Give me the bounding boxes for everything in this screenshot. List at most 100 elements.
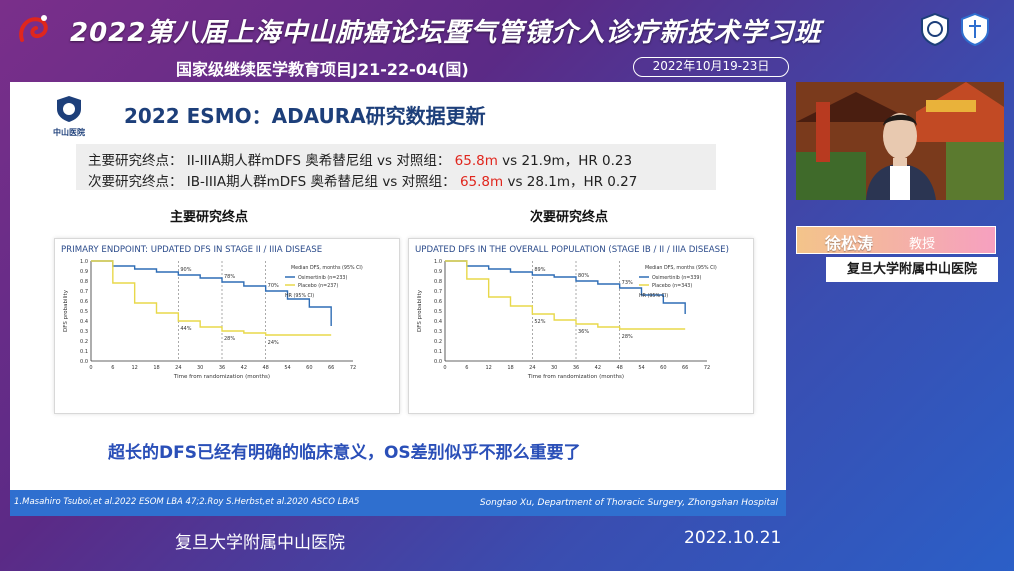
dfs-chart-secondary: UPDATED DFS IN THE OVERALL POPULATION (S…: [415, 245, 729, 380]
hr-label: HR (95% CI): [639, 293, 668, 299]
x-tick-label: 60: [306, 365, 312, 371]
landmark-label: 28%: [224, 336, 235, 342]
landmark-label: 24%: [268, 340, 279, 346]
x-axis-label: Time from randomization (months): [173, 374, 270, 380]
landmark-label: 89%: [534, 267, 545, 273]
y-tick-label: 1.0: [434, 259, 442, 265]
x-tick-label: 12: [485, 365, 491, 371]
series-line: [91, 260, 332, 336]
presentation-slide: 中山医院 2022 ESMO：ADAURA研究数据更新 主要研究终点： II-I…: [10, 82, 786, 490]
chart-panel-secondary: UPDATED DFS IN THE OVERALL POPULATION (S…: [408, 238, 754, 414]
y-tick-label: 0.3: [434, 329, 442, 335]
y-axis-label: DFS probability: [417, 289, 423, 332]
conference-title: 2022第八届上海中山肺癌论坛暨气管镜介入诊疗新技术学习班: [70, 18, 822, 48]
legend-title: Median DFS, months (95% CI): [645, 265, 717, 271]
slide-footer-bar: 1.Masahiro Tsuboi,et al.2022 ESOM LBA 47…: [10, 490, 786, 516]
landmark-label: 52%: [534, 319, 545, 325]
y-tick-label: 0.1: [434, 349, 442, 355]
x-tick-label: 18: [507, 365, 513, 371]
program-code: 国家级继续医学教育项目J21-22-04(国): [176, 60, 469, 79]
landmark-label: 78%: [224, 274, 235, 280]
x-tick-label: 6: [465, 365, 468, 371]
landmark-label: 73%: [622, 280, 633, 286]
chart-title: UPDATED DFS IN THE OVERALL POPULATION (S…: [415, 245, 729, 255]
x-tick-label: 54: [284, 365, 290, 371]
x-tick-label: 18: [153, 365, 159, 371]
bottom-hospital-name: 复旦大学附属中山医院: [175, 533, 345, 553]
x-tick-label: 72: [704, 365, 710, 371]
legend-entry: Placebo (n=343): [652, 283, 692, 289]
landmark-label: 70%: [268, 283, 279, 289]
secondary-endpoint-line: 次要研究终点： IB-IIIA期人群mDFS 奥希替尼组 vs 对照组： 65.…: [88, 170, 637, 190]
x-tick-label: 0: [443, 365, 446, 371]
endpoint-summary-box: 主要研究终点： II-IIIA期人群mDFS 奥希替尼组 vs 对照组： 65.…: [76, 144, 716, 190]
y-tick-label: 0.6: [434, 299, 442, 305]
x-tick-label: 30: [197, 365, 203, 371]
x-tick-label: 66: [328, 365, 334, 371]
x-tick-label: 12: [131, 365, 137, 371]
conference-logo-icon: [19, 15, 48, 42]
slide-title: 2022 ESMO：ADAURA研究数据更新: [124, 104, 486, 128]
x-tick-label: 24: [529, 365, 535, 371]
y-tick-label: 0.0: [434, 359, 442, 365]
legend-entry: Osimertinib (n=339): [652, 275, 701, 281]
y-tick-label: 0.8: [434, 279, 442, 285]
chart-panel-primary: PRIMARY ENDPOINT: UPDATED DFS IN STAGE I…: [54, 238, 400, 414]
chart-caption-primary: 主要研究终点: [170, 210, 249, 225]
y-tick-label: 0.5: [434, 309, 442, 315]
x-tick-label: 6: [111, 365, 114, 371]
primary-endpoint-line: 主要研究终点： II-IIIA期人群mDFS 奥希替尼组 vs 对照组： 65.…: [88, 149, 632, 169]
x-tick-label: 42: [595, 365, 601, 371]
x-axis-label: Time from randomization (months): [527, 374, 624, 380]
series-line: [445, 260, 686, 330]
y-tick-label: 0.9: [434, 269, 442, 275]
landmark-label: 80%: [578, 273, 589, 279]
x-tick-label: 48: [616, 365, 622, 371]
landmark-label: 36%: [578, 329, 589, 335]
date-range-badge: 2022年10月19-23日: [633, 57, 789, 77]
x-tick-label: 72: [350, 365, 356, 371]
y-tick-label: 0.6: [80, 299, 88, 305]
landmark-label: 44%: [180, 326, 191, 332]
x-tick-label: 54: [638, 365, 644, 371]
footer-author: Songtao Xu, Department of Thoracic Surge…: [479, 498, 778, 508]
y-tick-label: 0.1: [80, 349, 88, 355]
secondary-endpoint-label: 次要研究终点：: [88, 174, 183, 190]
speaker-video-frame: [796, 82, 1004, 200]
y-tick-label: 0.7: [80, 289, 88, 295]
hospital-shield-icon: [57, 96, 81, 122]
speaker-video: [796, 82, 1004, 200]
slide-logo-text: 中山医院: [53, 128, 85, 137]
y-tick-label: 0.3: [80, 329, 88, 335]
y-tick-label: 1.0: [80, 259, 88, 265]
primary-endpoint-text: II-IIIA期人群mDFS 奥希替尼组 vs 对照组：: [186, 153, 451, 169]
legend-title: Median DFS, months (95% CI): [291, 265, 363, 271]
slide-hospital-logo: 中山医院: [46, 95, 92, 137]
y-tick-label: 0.5: [80, 309, 88, 315]
series-line: [91, 260, 332, 326]
speaker-name-box: 徐松涛 教授: [796, 226, 996, 254]
y-tick-label: 0.2: [80, 339, 88, 345]
speaker-name: 徐松涛: [825, 234, 874, 253]
slide-conclusion: 超长的DFS已经有明确的临床意义，OS差别似乎不那么重要了: [108, 443, 581, 463]
y-tick-label: 0.7: [434, 289, 442, 295]
bottom-date: 2022.10.21: [684, 528, 782, 548]
y-axis-label: DFS probability: [63, 289, 69, 332]
x-tick-label: 60: [660, 365, 666, 371]
x-tick-label: 36: [573, 365, 579, 371]
secondary-endpoint-highlight: 65.8m: [459, 174, 504, 190]
y-tick-label: 0.4: [434, 319, 442, 325]
x-tick-label: 48: [262, 365, 268, 371]
university-badge-icon: [961, 12, 989, 46]
hr-label: HR (95% CI): [285, 293, 314, 299]
speaker-title: 教授: [909, 237, 936, 252]
conference-banner: 2022第八届上海中山肺癌论坛暨气管镜介入诊疗新技术学习班 国家级继续医学教育项…: [0, 0, 1014, 82]
x-tick-label: 66: [682, 365, 688, 371]
legend-entry: Osimertinib (n=233): [298, 275, 347, 281]
primary-endpoint-rest: vs 21.9m，HR 0.23: [502, 153, 633, 169]
dfs-chart-primary: PRIMARY ENDPOINT: UPDATED DFS IN STAGE I…: [61, 245, 363, 380]
x-tick-label: 0: [89, 365, 92, 371]
chart-title: PRIMARY ENDPOINT: UPDATED DFS IN STAGE I…: [61, 245, 322, 255]
legend-entry: Placebo (n=237): [298, 283, 338, 289]
chart-caption-secondary: 次要研究终点: [530, 210, 609, 225]
